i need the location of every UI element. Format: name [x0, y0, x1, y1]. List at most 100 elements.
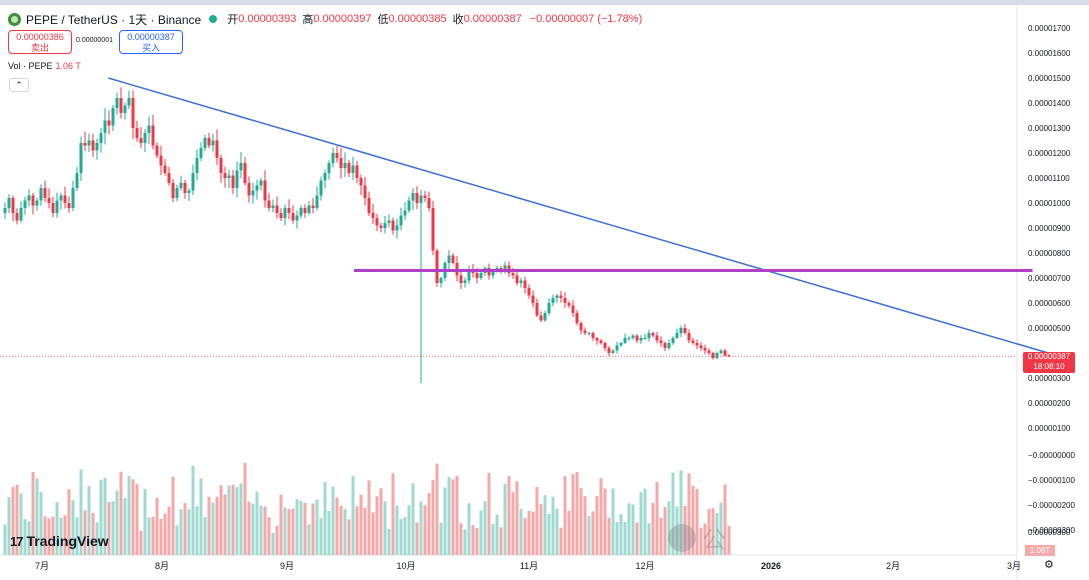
candle-body: [675, 333, 679, 338]
volume-bar: [107, 501, 111, 555]
volume-bar: [99, 480, 103, 555]
volume-bar: [103, 477, 107, 555]
candle-body: [515, 275, 519, 283]
volume-bar: [727, 525, 731, 555]
candle-body: [179, 183, 183, 188]
candle-body: [271, 205, 275, 208]
price-tick-label: 0.00001700: [1028, 24, 1071, 33]
change-value: −0.00000007 (−1.78%): [529, 13, 643, 25]
volume-bar: [295, 499, 299, 555]
volume-bar: [159, 518, 163, 555]
volume-bar: [339, 505, 343, 555]
volume-bar: [559, 527, 563, 555]
drawings[interactable]: [0, 77, 1049, 357]
candles: [3, 87, 731, 383]
volume-bar: [467, 503, 471, 555]
candle-body: [379, 225, 383, 228]
candle-body: [43, 188, 47, 198]
candle-body: [339, 158, 343, 168]
volume-bar: [635, 522, 639, 555]
candle-body: [331, 153, 335, 163]
volume-bar: [87, 486, 91, 555]
candle-body: [351, 165, 355, 173]
volume-bar: [703, 523, 707, 555]
volume-tick-label: −0.00000300: [1028, 526, 1075, 535]
volume-bar: [31, 472, 35, 555]
volume-bar: [235, 487, 239, 555]
collapse-legend-button[interactable]: ⌃: [9, 78, 29, 92]
candle-body: [223, 173, 227, 178]
candle-body: [35, 200, 39, 206]
candle-body: [123, 105, 127, 113]
price-tick-label: 0.00001600: [1028, 49, 1071, 58]
volume-bar: [143, 488, 147, 555]
countdown-value: 18:08:10: [1033, 362, 1065, 371]
volume-bar: [707, 508, 711, 555]
candle-body: [463, 280, 467, 283]
volume-bar: [35, 478, 39, 555]
volume-bar: [383, 501, 387, 555]
volume-bar: [643, 488, 647, 555]
candle-body: [143, 133, 147, 143]
volume-bar: [563, 476, 567, 555]
candle-body: [579, 323, 583, 331]
price-tick-label: 0.00000600: [1028, 299, 1071, 308]
candle-body: [99, 133, 103, 143]
trendline[interactable]: [108, 77, 1049, 354]
candle-body: [383, 223, 387, 228]
candle-body: [451, 255, 455, 263]
candle-body: [115, 98, 119, 108]
volume-bar: [451, 479, 455, 555]
buy-price: 0.00000387: [127, 32, 175, 42]
sell-price: 0.00000386: [16, 32, 64, 42]
volume-bar: [695, 489, 699, 555]
candle-body: [191, 173, 195, 191]
volume-bar: [547, 513, 551, 555]
price-tick-label: 0.00000700: [1028, 274, 1071, 283]
candle-body: [543, 313, 547, 321]
tradingview-mark-icon: 17: [10, 533, 24, 549]
settings-gear-icon[interactable]: ⚙: [1044, 559, 1054, 571]
price-axis[interactable]: 0.00001700 0.00001600 0.00001500 0.00001400…: [1028, 24, 1075, 537]
volume-bar: [287, 509, 291, 555]
volume-bar: [179, 509, 183, 555]
volume-bar: [279, 494, 283, 555]
volume-bar: [27, 521, 31, 555]
candle-body: [535, 303, 539, 316]
buy-button[interactable]: 0.00000387 买入: [119, 30, 183, 54]
time-tick-label: 2月: [886, 561, 900, 571]
candle-body: [211, 140, 215, 146]
volume-bars: [3, 462, 731, 555]
candle-body: [259, 180, 263, 186]
candle-body: [47, 198, 51, 203]
horizontal-level[interactable]: [354, 269, 1033, 272]
candle-body: [279, 213, 283, 218]
volume-bar: [671, 472, 675, 555]
price-tick-label: 0.00000300: [1028, 374, 1071, 383]
candle-body: [647, 333, 651, 338]
time-axis[interactable]: 7月 8月 9月 10月 11月 12月 2026 2月 3月: [35, 561, 1021, 571]
candle-body: [243, 163, 247, 183]
top-border: [0, 0, 1089, 5]
volume-bar: [527, 510, 531, 555]
volume-bar: [191, 465, 195, 555]
symbol-title[interactable]: PEPE / TetherUS · 1天 · Binance: [26, 12, 202, 27]
time-tick-label: 9月: [280, 561, 294, 571]
volume-bar: [251, 503, 255, 555]
tradingview-logo[interactable]: 17 TradingView: [10, 533, 109, 549]
sell-button[interactable]: 0.00000386 卖出: [8, 30, 72, 54]
tradingview-logo-text: TradingView: [26, 533, 109, 549]
volume-bar: [471, 525, 475, 555]
volume-bar: [323, 481, 327, 555]
volume-bar: [463, 529, 467, 555]
volume-bar: [271, 532, 275, 555]
candle-body: [683, 328, 687, 333]
candle-body: [679, 328, 683, 333]
candle-body: [411, 193, 415, 201]
volume-bar: [263, 506, 267, 555]
candle-body: [167, 173, 171, 183]
candle-body: [703, 348, 707, 351]
volume-bar: [379, 488, 383, 555]
candle-body: [147, 125, 151, 133]
